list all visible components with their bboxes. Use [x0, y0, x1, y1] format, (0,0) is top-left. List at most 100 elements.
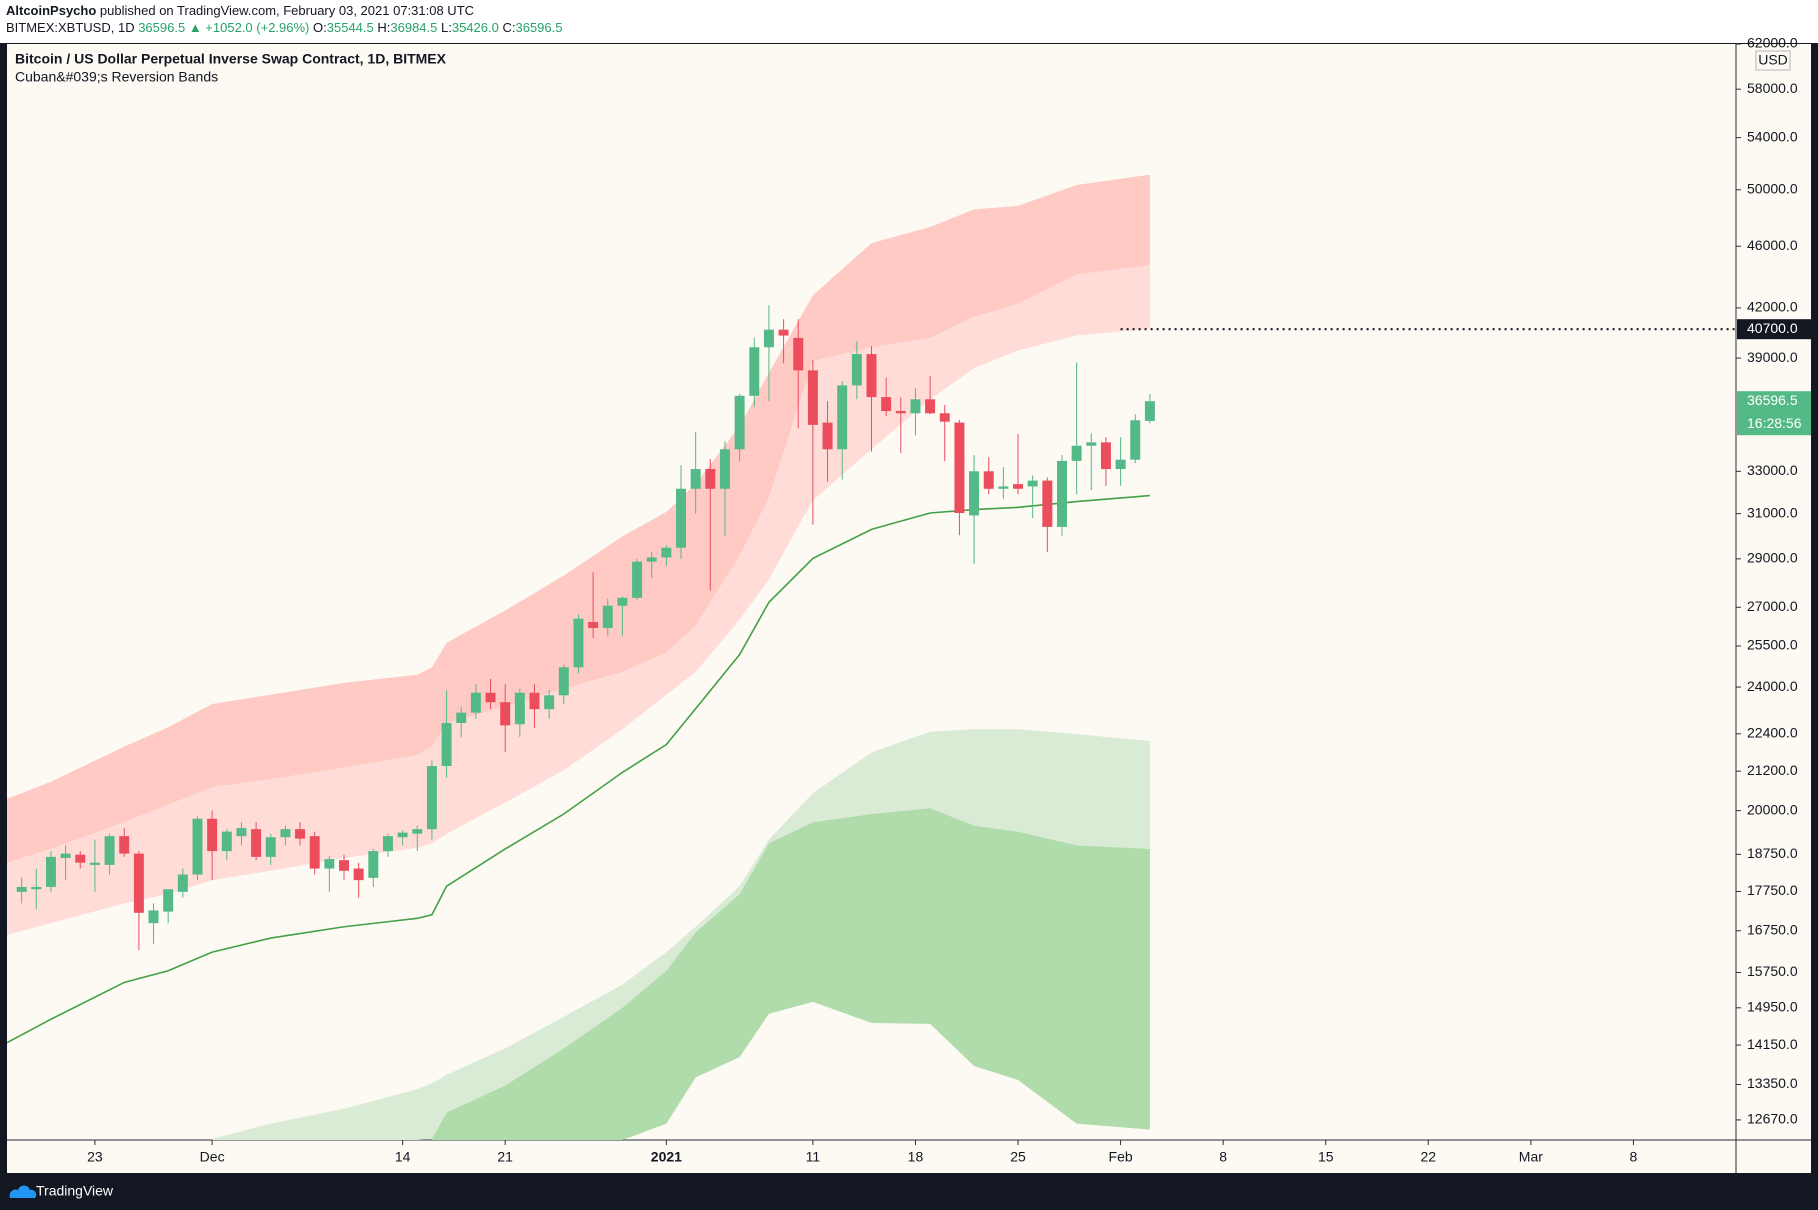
candle-body: [1086, 442, 1097, 446]
candle-body: [485, 692, 496, 703]
y-tick-label: 21200.0: [1747, 762, 1798, 778]
x-tick-label: 14: [395, 1149, 411, 1165]
candle-body: [866, 354, 877, 398]
candle-body: [60, 853, 71, 858]
publish-line: AltcoinPsycho published on TradingView.c…: [6, 3, 474, 18]
y-tick-label: 54000.0: [1747, 128, 1798, 144]
y-tick-label: 15750.0: [1747, 963, 1798, 979]
candle-body: [207, 818, 218, 852]
candle-body: [1115, 459, 1126, 470]
y-tick-label: 22400.0: [1747, 725, 1798, 741]
y-tick-label: 18750.0: [1747, 845, 1798, 861]
price-label-box: [1737, 391, 1811, 436]
candle-body: [470, 692, 481, 713]
candle-body: [251, 829, 262, 857]
candle-body: [895, 411, 906, 414]
x-tick-label: 18: [908, 1149, 924, 1165]
candle-body: [236, 828, 247, 837]
y-tick-label: 20000.0: [1747, 801, 1798, 817]
candle-body: [265, 837, 276, 857]
candle-body: [719, 449, 730, 489]
candle-body: [617, 597, 628, 606]
candle-body: [295, 829, 306, 839]
countdown: 16:28:56: [1747, 415, 1802, 431]
logo-icon: [9, 1185, 37, 1198]
candle-body: [632, 561, 643, 598]
y-tick-label: 42000.0: [1747, 299, 1798, 315]
band-area: [431, 808, 1150, 1140]
published: published on TradingView.com, February 0…: [100, 3, 474, 18]
candle-body: [763, 329, 774, 348]
candle-body: [925, 399, 936, 414]
candle-body: [939, 413, 950, 422]
candle-body: [983, 471, 994, 489]
ohlc-value: 35426.0: [452, 20, 499, 35]
ohlc-value: 36984.5: [390, 20, 437, 35]
y-tick-label: 25500.0: [1747, 637, 1798, 653]
chart-title: Bitcoin / US Dollar Perpetual Inverse Sw…: [15, 51, 447, 67]
candle-body: [1144, 401, 1155, 421]
x-tick-label: Feb: [1109, 1149, 1133, 1165]
x-tick-label: 22: [1421, 1149, 1437, 1165]
candle-body: [602, 605, 613, 628]
brand-logo: [9, 1185, 37, 1198]
brand-name: TradingView: [36, 1183, 114, 1199]
candle-body: [456, 712, 467, 724]
y-tick-label: 12670.0: [1747, 1111, 1798, 1127]
candle-body: [309, 836, 320, 869]
candle-body: [998, 486, 1009, 489]
y-tick-label: 27000.0: [1747, 598, 1798, 614]
candle-body: [705, 469, 716, 489]
candle-body: [1042, 480, 1053, 527]
x-tick-label: Dec: [200, 1149, 225, 1165]
x-tick-label: 15: [1318, 1149, 1334, 1165]
candle-body: [558, 667, 569, 696]
candle-body: [31, 886, 42, 890]
y-tick-label: 16750.0: [1747, 921, 1798, 937]
candle-body: [529, 692, 540, 710]
basis-line: [7, 494, 1150, 1044]
candle-body: [104, 836, 115, 865]
candle-body: [368, 851, 379, 878]
candle-body: [382, 836, 393, 852]
change: ▲ +1052.0 (+2.96%): [189, 20, 310, 35]
candle-body: [500, 702, 511, 726]
candle-body: [133, 853, 144, 913]
candle-body: [221, 831, 232, 852]
candle-body: [969, 471, 980, 516]
symbol: BITMEX:XBTUSD, 1D: [6, 20, 135, 35]
candle-body: [426, 766, 437, 830]
candle-body: [353, 868, 364, 881]
y-tick-label: 50000.0: [1747, 180, 1798, 196]
indicator-name: Cuban&#039;s Reversion Bands: [15, 69, 218, 85]
y-tick-label: 13350.0: [1747, 1075, 1798, 1091]
currency-box: [1755, 50, 1791, 71]
candle-body: [544, 695, 555, 710]
level-label-box: [1737, 319, 1811, 340]
candle-body: [412, 829, 423, 834]
candle-body: [1027, 480, 1038, 487]
candle-body: [734, 395, 745, 450]
candle-body: [910, 399, 921, 414]
candle-body: [661, 547, 672, 558]
candle-body: [778, 329, 789, 336]
candle-body: [573, 618, 584, 668]
plot-area: [7, 174, 1155, 1140]
x-tick-label: 8: [1219, 1149, 1227, 1165]
candle-body: [148, 910, 159, 924]
ohlc-value: 36596.5: [515, 20, 562, 35]
symbol-line: BITMEX:XBTUSD, 1D 36596.5 ▲ +1052.0 (+2.…: [6, 20, 562, 35]
candle-body: [822, 422, 833, 450]
ohlc-key: L:: [441, 20, 452, 35]
x-tick-label: 8: [1630, 1149, 1638, 1165]
candle-body: [1130, 420, 1141, 460]
y-tick-label: 29000.0: [1747, 550, 1798, 566]
y-tick-label: 62000.0: [1747, 35, 1798, 51]
candle-body: [45, 856, 56, 887]
candle-body: [397, 832, 408, 838]
candle-body: [280, 829, 291, 838]
candle-body: [1100, 442, 1111, 470]
y-tick-label: 33000.0: [1747, 462, 1798, 478]
candle-body: [646, 557, 657, 562]
